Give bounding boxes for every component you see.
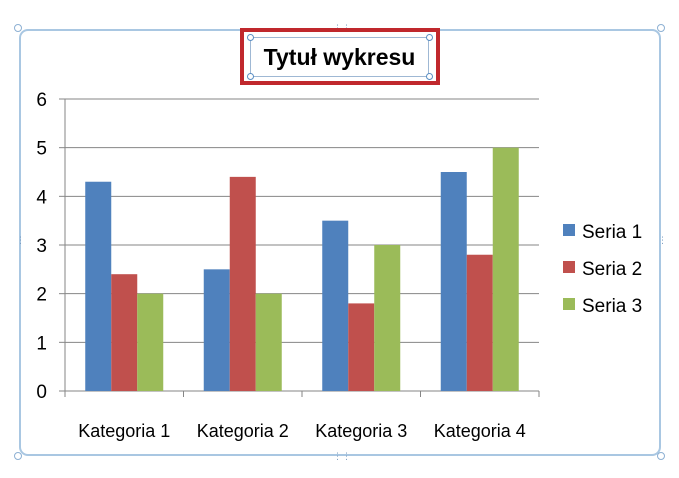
- y-tick-label: 0: [36, 382, 47, 403]
- bar-2-3: [348, 303, 375, 391]
- bottom-left-corner-handle[interactable]: [14, 452, 22, 460]
- left-resize-handle[interactable]: ⋮: [16, 235, 25, 245]
- chart-title-box[interactable]: Tytuł wykresu: [250, 37, 429, 77]
- y-tick-label: 2: [36, 285, 47, 306]
- y-tick-label: 1: [36, 333, 47, 354]
- y-tick-label: 3: [36, 236, 47, 257]
- title-highlight-box: [240, 28, 440, 85]
- legend-swatch-2: [563, 261, 575, 273]
- category-label: Kategoria 4: [434, 421, 526, 441]
- bottom-right-corner-handle[interactable]: [657, 452, 665, 460]
- bar-3-1: [137, 293, 164, 391]
- legend-label-2: Seria 2: [582, 259, 642, 280]
- bar-2-1: [111, 274, 138, 391]
- bar-1-4: [440, 172, 467, 391]
- bottom-resize-handle[interactable]: ⋮⋮: [333, 451, 351, 461]
- title-handle-bottom-left[interactable]: [247, 73, 254, 80]
- bar-3-3: [374, 245, 401, 391]
- y-tick-label: 5: [36, 139, 47, 160]
- y-tick-label: 4: [36, 187, 47, 208]
- chart-title[interactable]: Tytuł wykresu: [263, 43, 416, 70]
- bar-3-4: [492, 147, 519, 391]
- bar-1-2: [203, 269, 230, 391]
- category-label: Kategoria 1: [78, 421, 170, 441]
- legend-label-1: Seria 1: [582, 222, 642, 243]
- bar-1-3: [322, 220, 349, 391]
- top-right-corner-handle[interactable]: [657, 24, 665, 32]
- bar-2-2: [229, 176, 256, 391]
- title-handle-top-right[interactable]: [426, 34, 433, 41]
- category-label: Kategoria 2: [197, 421, 289, 441]
- legend-label-3: Seria 3: [582, 296, 642, 317]
- right-resize-handle[interactable]: ⋮: [658, 235, 667, 245]
- legend-swatch-3: [563, 298, 575, 310]
- category-label: Kategoria 3: [315, 421, 407, 441]
- top-left-corner-handle[interactable]: [14, 24, 22, 32]
- bar-1-1: [85, 181, 112, 391]
- bar-2-4: [466, 254, 493, 391]
- legend-swatch-1: [563, 224, 575, 236]
- y-tick-label: 6: [36, 90, 47, 111]
- title-handle-top-left[interactable]: [247, 34, 254, 41]
- bar-3-2: [255, 293, 282, 391]
- title-handle-bottom-right[interactable]: [426, 73, 433, 80]
